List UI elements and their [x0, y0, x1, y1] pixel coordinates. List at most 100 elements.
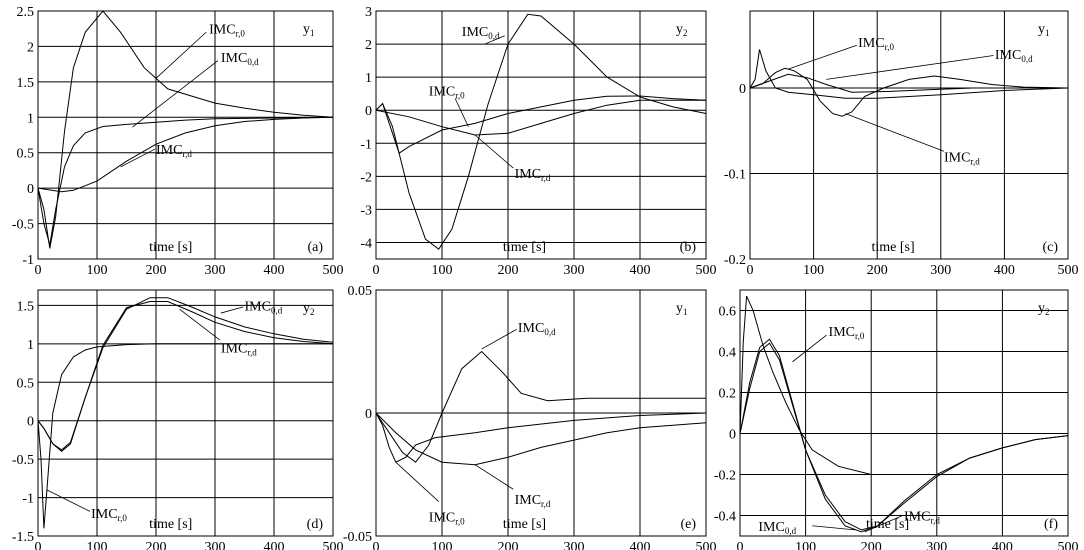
series-annotation: IMCr,0: [429, 84, 465, 100]
x-tick-label: 100: [87, 263, 108, 278]
plot-frame: [37, 10, 334, 260]
series-line: [37, 343, 333, 529]
annotation-leader: [812, 525, 855, 531]
annotation-leader: [454, 98, 469, 127]
y-tick-label: -0.1: [724, 167, 746, 182]
annotation-leader: [864, 515, 903, 533]
y-tick-label: -1: [22, 253, 34, 268]
series-annotation: IMC0,d: [995, 48, 1033, 64]
chart-panel: 0 100 200 300 400 500 -4 -3 -2 -1 0 1 2 3 y2 time [s] (b…: [360, 5, 716, 278]
panel-label: (b): [680, 240, 697, 255]
y-tick-label: -0.2: [724, 253, 746, 268]
plot-frame: [375, 10, 707, 260]
series-annotation: IMC0,d: [221, 51, 259, 67]
annotation-leader: [132, 60, 219, 128]
series-annotation: IMCr,d: [515, 167, 551, 183]
annotation-leader: [474, 134, 514, 169]
y-tick-label: 1: [27, 111, 34, 126]
series-annotation: IMCr,0: [91, 507, 127, 523]
y-tick-label: -0.4: [714, 510, 736, 525]
annotation-leader: [46, 489, 91, 512]
series-line: [739, 295, 1068, 475]
series-annotation: IMCr,0: [829, 325, 865, 341]
y-tick-label: 3: [365, 5, 372, 20]
annotation-leader: [395, 461, 439, 502]
y-tick-label: 0.05: [348, 284, 373, 299]
x-axis-label: time [s]: [503, 517, 546, 532]
series-annotation: IMCr,d: [156, 143, 192, 159]
panel-label: (f): [1044, 517, 1058, 532]
series-line: [739, 342, 1069, 531]
x-tick-label: 500: [323, 540, 344, 550]
x-tick-label: 400: [994, 263, 1015, 278]
series-line: [37, 301, 334, 451]
series-annotation: IMCr,d: [904, 510, 940, 526]
series-line: [37, 297, 334, 453]
x-tick-label: 200: [146, 263, 167, 278]
x-tick-label: 500: [323, 263, 344, 278]
annotation-leader: [155, 31, 207, 79]
x-tick-label: 400: [630, 540, 651, 550]
series-line: [37, 10, 334, 249]
y-tick-label: 0.5: [17, 376, 35, 391]
y-tick-label: -3: [360, 203, 372, 218]
y-tick-label: -1: [360, 137, 372, 152]
series-annotation: IMC0,d: [245, 299, 283, 315]
x-axis-label: time [s]: [149, 240, 192, 255]
x-tick-label: 400: [264, 263, 285, 278]
annotation-leader: [120, 148, 156, 168]
y-tick-label: -0.2: [714, 469, 736, 484]
panel-label: (c): [1042, 240, 1058, 255]
y-tick-label: 2: [27, 40, 34, 55]
x-tick-label: 200: [498, 540, 519, 550]
annotation-leader: [845, 113, 945, 152]
y-tick-label: 0.6: [719, 305, 737, 320]
series-line: [375, 99, 706, 136]
signal-label: y2: [1038, 301, 1050, 317]
x-axis-label: time [s]: [866, 517, 909, 532]
x-tick-label: 100: [432, 263, 453, 278]
plot-frame: [749, 10, 1069, 260]
x-axis-label: time [s]: [149, 517, 192, 532]
x-tick-label: 0: [35, 263, 42, 278]
panel-label: (a): [307, 240, 323, 255]
y-tick-label: 0: [27, 415, 34, 430]
annotation-leader: [220, 306, 244, 314]
series-line: [37, 116, 334, 193]
x-tick-label: 0: [373, 263, 380, 278]
x-tick-label: 300: [205, 540, 226, 550]
y-tick-label: 0.5: [17, 147, 35, 162]
x-tick-label: 100: [87, 540, 108, 550]
annotation-leader: [788, 44, 857, 70]
panel-label: (e): [680, 517, 696, 532]
x-axis-label: time [s]: [872, 240, 915, 255]
x-tick-label: 400: [264, 540, 285, 550]
y-tick-label: 0: [739, 82, 746, 97]
x-tick-label: 0: [373, 540, 380, 550]
y-tick-label: -0.5: [12, 453, 34, 468]
series-line: [749, 73, 1068, 93]
plot-frame: [739, 289, 1069, 537]
y-tick-label: -4: [360, 236, 372, 251]
y-tick-label: 0: [365, 104, 372, 119]
x-tick-label: 0: [737, 540, 744, 550]
x-tick-label: 0: [35, 540, 42, 550]
y-tick-label: 1: [365, 71, 372, 86]
series-line: [749, 49, 1069, 99]
chart-panel: 0 100 200 300 400 500 -0.2 -0.1 0 y1 time [s] (c) IM…: [724, 10, 1079, 278]
y-tick-label: -0.05: [343, 530, 372, 545]
y-tick-label: 0: [365, 407, 372, 422]
chart-panel: 0 100 200 300 400 500 -0.4 -0.2 0 0.2 0.4 0.6 y2 time…: [714, 289, 1079, 550]
y-tick-label: -1.5: [12, 530, 34, 545]
y-tick-label: -1: [22, 492, 34, 507]
signal-label: y2: [676, 22, 688, 38]
x-tick-label: 400: [630, 263, 651, 278]
x-axis-label: time [s]: [503, 240, 546, 255]
series-line: [37, 116, 334, 245]
y-tick-label: 2.5: [17, 5, 35, 20]
series-annotation: IMCr,0: [429, 510, 465, 526]
signal-label: y1: [1038, 22, 1050, 38]
y-tick-label: 1.5: [17, 76, 35, 91]
